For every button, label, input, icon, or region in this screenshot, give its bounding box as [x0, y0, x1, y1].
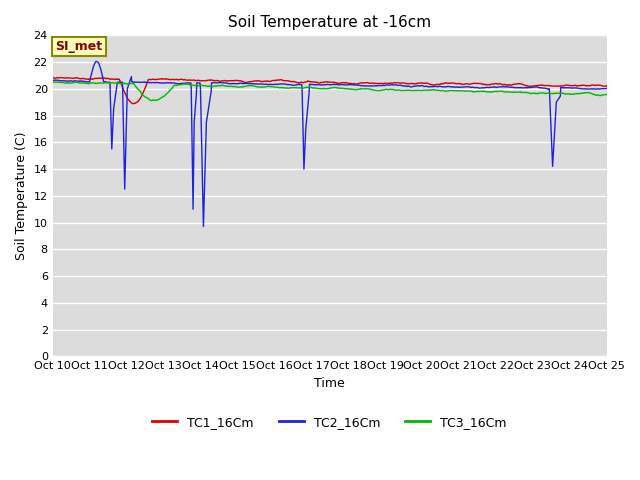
TC2_16Cm	[92, 59, 99, 65]
TC2_16Cm	[296, 82, 304, 87]
TC3_16Cm	[115, 80, 122, 86]
TC2_16Cm	[200, 224, 207, 229]
TC3_16Cm	[306, 84, 314, 90]
Line: TC3_16Cm: TC3_16Cm	[52, 82, 607, 101]
TC1_16Cm	[49, 75, 56, 81]
TC2_16Cm	[49, 77, 56, 83]
TC3_16Cm	[92, 81, 100, 86]
TC2_16Cm	[603, 85, 611, 91]
Text: SI_met: SI_met	[56, 40, 102, 53]
Title: Soil Temperature at -16cm: Soil Temperature at -16cm	[228, 15, 431, 30]
TC1_16Cm	[306, 79, 314, 84]
TC3_16Cm	[147, 98, 155, 104]
TC3_16Cm	[296, 85, 304, 91]
TC3_16Cm	[365, 86, 372, 92]
TC2_16Cm	[365, 83, 372, 89]
TC2_16Cm	[92, 59, 100, 64]
TC2_16Cm	[306, 82, 314, 87]
TC3_16Cm	[285, 85, 292, 91]
Y-axis label: Soil Temperature (C): Soil Temperature (C)	[15, 132, 28, 260]
Line: TC2_16Cm: TC2_16Cm	[52, 61, 607, 227]
TC1_16Cm	[129, 101, 137, 107]
TC1_16Cm	[365, 80, 372, 86]
X-axis label: Time: Time	[314, 377, 345, 390]
TC1_16Cm	[285, 78, 292, 84]
TC2_16Cm	[285, 82, 292, 87]
Legend: TC1_16Cm, TC2_16Cm, TC3_16Cm: TC1_16Cm, TC2_16Cm, TC3_16Cm	[147, 411, 512, 434]
Line: TC1_16Cm: TC1_16Cm	[52, 78, 607, 104]
TC1_16Cm	[58, 75, 65, 81]
TC3_16Cm	[49, 79, 56, 85]
TC2_16Cm	[115, 79, 122, 85]
TC1_16Cm	[115, 76, 122, 82]
TC1_16Cm	[603, 84, 611, 89]
TC3_16Cm	[51, 79, 58, 85]
TC1_16Cm	[92, 75, 100, 81]
TC1_16Cm	[296, 80, 304, 85]
TC3_16Cm	[603, 92, 611, 97]
